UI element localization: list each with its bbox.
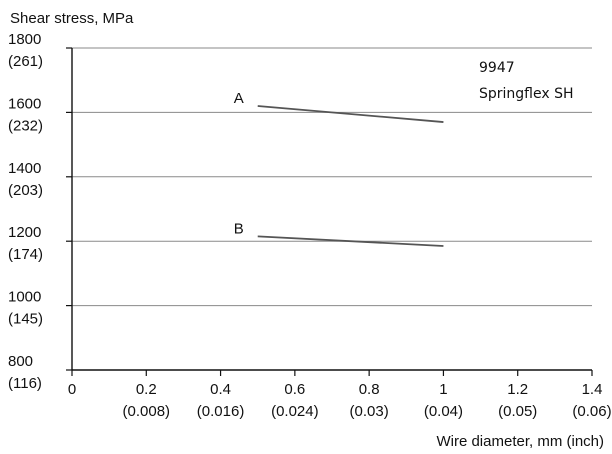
x-tick-sublabel: (0.05) xyxy=(498,403,537,420)
y-tick-label: 800 xyxy=(8,353,33,370)
x-tick-sublabel: (0.008) xyxy=(123,403,171,420)
x-tick-label: 0.2 xyxy=(136,381,157,398)
y-tick-sublabel: (232) xyxy=(8,117,43,134)
annotation-line-1: 9947 xyxy=(479,60,515,76)
x-tick-label: 1 xyxy=(439,381,447,398)
y-tick-label: 1000 xyxy=(8,289,41,306)
series-label-a: A xyxy=(234,90,244,107)
x-tick-sublabel: (0.016) xyxy=(197,403,245,420)
y-tick-labels: 800 (116) 1000 (145) 1200 (174) 1400 (203) 1600 (… xyxy=(8,31,72,392)
x-tick-sublabel: (0.03) xyxy=(350,403,389,420)
x-tick-label: 0.8 xyxy=(359,381,380,398)
x-tick-label: 1.2 xyxy=(507,381,528,398)
x-tick-label: 1.4 xyxy=(582,381,603,398)
y-tick-sublabel: (145) xyxy=(8,311,43,328)
series-label-b: B xyxy=(234,220,244,237)
y-tick-sublabel: (261) xyxy=(8,53,43,70)
x-tick-label: 0 xyxy=(68,381,76,398)
x-tick-label: 0.6 xyxy=(284,381,305,398)
x-tick-sublabel: (0.024) xyxy=(271,403,319,420)
x-tick-labels: 0 0.2 (0.008) 0.4 (0.016) 0.6 (0.024) 0.8 (0.03)… xyxy=(68,370,612,420)
grid-lines xyxy=(72,47,592,307)
series-lines: AB xyxy=(234,90,444,247)
y-tick-label: 1400 xyxy=(8,160,41,177)
series-line-a xyxy=(257,105,444,123)
x-axis-title: Wire diameter, mm (inch) xyxy=(436,433,604,450)
y-tick-label: 1600 xyxy=(8,95,41,112)
x-tick-label: 0.4 xyxy=(210,381,231,398)
y-tick-sublabel: (174) xyxy=(8,246,43,263)
y-tick-label: 1200 xyxy=(8,224,41,241)
y-tick-sublabel: (203) xyxy=(8,182,43,199)
x-tick-sublabel: (0.04) xyxy=(424,403,463,420)
series-line-b xyxy=(257,235,444,247)
y-tick-sublabel: (116) xyxy=(8,375,42,392)
y-axis-title: Shear stress, MPa xyxy=(10,10,134,27)
y-tick-label: 1800 xyxy=(8,31,41,48)
annotation-line-2: Springflex SH xyxy=(479,86,574,102)
x-tick-sublabel: (0.06) xyxy=(572,403,611,420)
